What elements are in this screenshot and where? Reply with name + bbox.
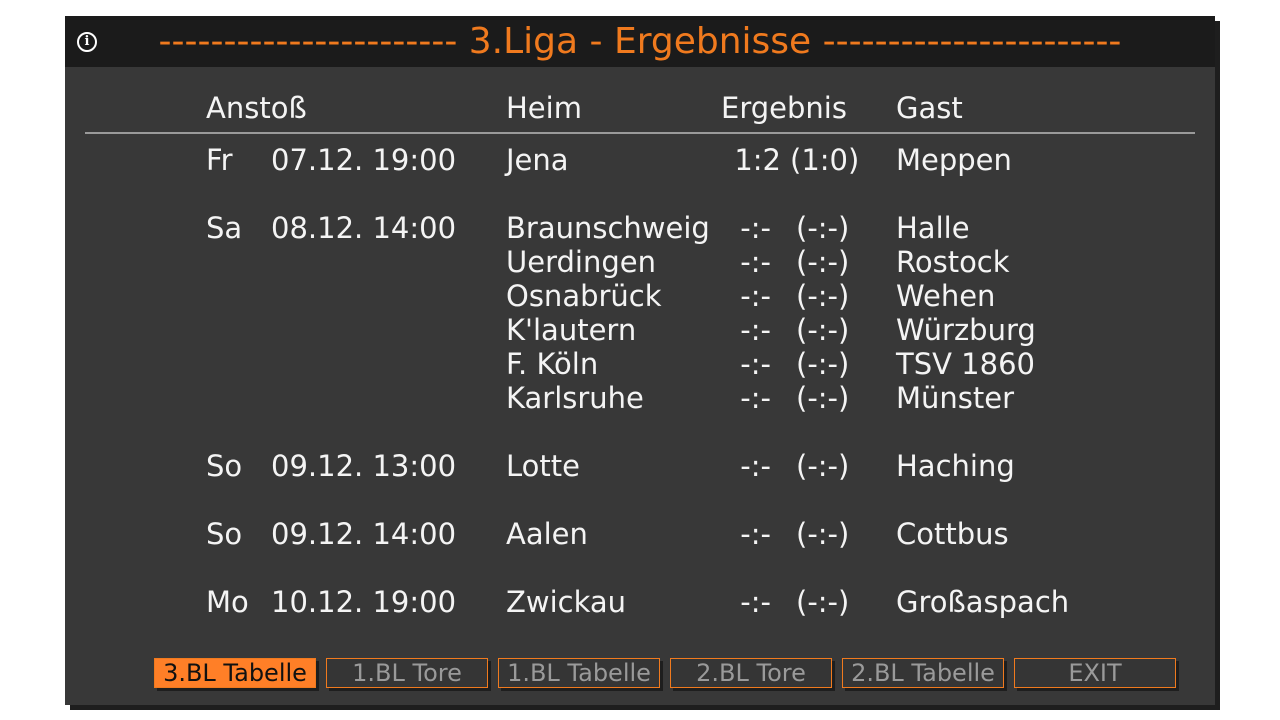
button-2-bl-tabelle[interactable]: 2.BL Tabelle	[842, 658, 1004, 688]
title-bar: i ----------------------- 3.Liga - Ergeb…	[65, 16, 1215, 67]
home-team: K'lautern	[506, 313, 637, 347]
home-team: F. Köln	[506, 347, 599, 381]
home-team: Braunschweig	[506, 211, 710, 245]
match-datetime: 10.12. 19:00	[271, 585, 457, 619]
halftime-score: (-:-)	[796, 381, 850, 415]
halftime-score: (-:-)	[796, 517, 850, 551]
column-header-kickoff: Anstoß	[206, 91, 307, 125]
score: -:-	[740, 211, 771, 245]
home-team: Jena	[506, 143, 569, 177]
halftime-score: (-:-)	[796, 585, 850, 619]
info-icon[interactable]: i	[77, 32, 97, 52]
guest-team: Würzburg	[896, 313, 1036, 347]
home-team: Uerdingen	[506, 245, 656, 279]
score: -:-	[740, 517, 771, 551]
guest-team: Cottbus	[896, 517, 1009, 551]
halftime-score: (-:-)	[796, 211, 850, 245]
halftime-score: (-:-)	[796, 279, 850, 313]
match-datetime: 08.12. 14:00	[271, 211, 457, 245]
home-team: Osnabrück	[506, 279, 662, 313]
match-datetime: 07.12. 19:00	[271, 143, 457, 177]
guest-team: Wehen	[896, 279, 996, 313]
button-1-bl-tabelle[interactable]: 1.BL Tabelle	[498, 658, 660, 688]
button-1-bl-tore[interactable]: 1.BL Tore	[326, 658, 488, 688]
home-team: Zwickau	[506, 585, 627, 619]
score: 1:2	[734, 143, 781, 177]
match-datetime: 09.12. 13:00	[271, 449, 457, 483]
halftime-score: (1:0)	[790, 143, 860, 177]
home-team: Karlsruhe	[506, 381, 644, 415]
window-title: ----------------------- 3.Liga - Ergebni…	[158, 21, 1122, 62]
score: -:-	[740, 585, 771, 619]
score: -:-	[740, 449, 771, 483]
score: -:-	[740, 313, 771, 347]
score: -:-	[740, 347, 771, 381]
match-day: Fr	[206, 143, 233, 177]
home-team: Aalen	[506, 517, 588, 551]
match-day: So	[206, 517, 243, 551]
match-day: So	[206, 449, 243, 483]
guest-team: Haching	[896, 449, 1015, 483]
column-header-result: Ergebnis	[721, 91, 847, 125]
guest-team: Halle	[896, 211, 970, 245]
halftime-score: (-:-)	[796, 245, 850, 279]
button-exit[interactable]: EXIT	[1014, 658, 1176, 688]
results-window: i ----------------------- 3.Liga - Ergeb…	[65, 16, 1215, 705]
guest-team: Großaspach	[896, 585, 1070, 619]
column-header-home: Heim	[506, 91, 582, 125]
column-header-guest: Gast	[896, 91, 963, 125]
guest-team: Meppen	[896, 143, 1012, 177]
halftime-score: (-:-)	[796, 347, 850, 381]
halftime-score: (-:-)	[796, 313, 850, 347]
guest-team: Rostock	[896, 245, 1010, 279]
guest-team: Münster	[896, 381, 1015, 415]
match-day: Mo	[206, 585, 249, 619]
button-3-bl-tabelle[interactable]: 3.BL Tabelle	[154, 658, 316, 688]
score: -:-	[740, 279, 771, 313]
guest-team: TSV 1860	[896, 347, 1035, 381]
home-team: Lotte	[506, 449, 580, 483]
match-datetime: 09.12. 14:00	[271, 517, 457, 551]
score: -:-	[740, 245, 771, 279]
score: -:-	[740, 381, 771, 415]
match-day: Sa	[206, 211, 243, 245]
halftime-score: (-:-)	[796, 449, 850, 483]
button-2-bl-tore[interactable]: 2.BL Tore	[670, 658, 832, 688]
header-divider	[85, 132, 1195, 134]
